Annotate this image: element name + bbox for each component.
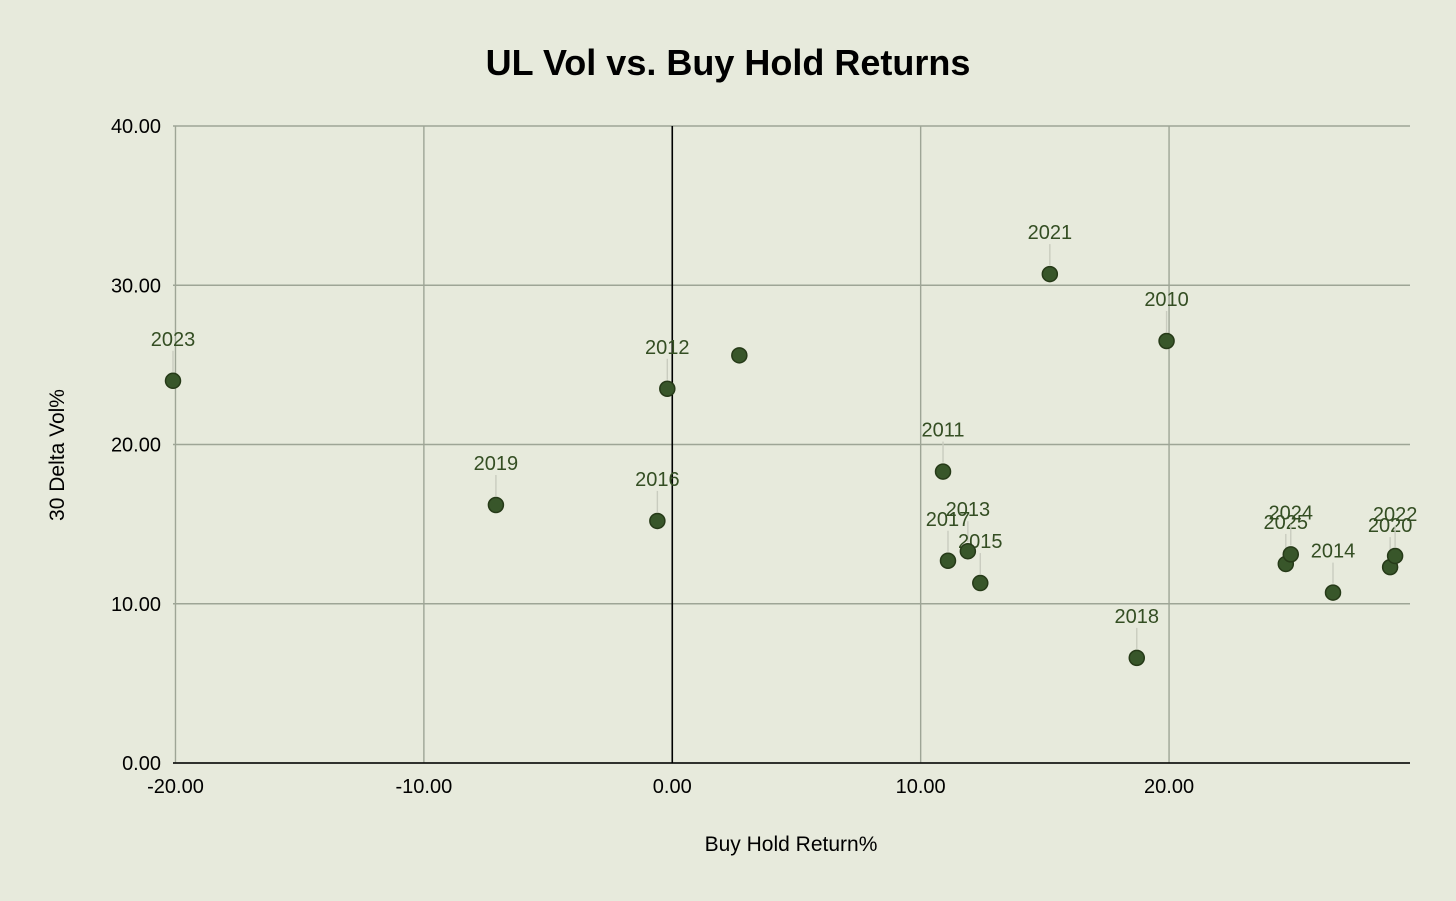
point-label-2019: 2019	[474, 453, 519, 475]
data-point-2015	[972, 574, 989, 592]
data-point-2023	[164, 372, 182, 390]
chart-title: UL Vol vs. Buy Hold Returns	[486, 42, 971, 83]
x-tick-label-2: 0.00	[653, 776, 692, 798]
point-label-2018: 2018	[1115, 606, 1160, 628]
data-point-2019	[487, 496, 505, 514]
y-tick-label-1: 10.00	[111, 594, 161, 616]
data-point-2018	[1128, 649, 1146, 667]
data-point-2016	[649, 512, 666, 530]
x-tick-label-4: 20.00	[1144, 776, 1194, 798]
point-label-2012: 2012	[645, 337, 690, 359]
data-point-2021	[1041, 265, 1059, 283]
point-label-2025: 2025	[1264, 512, 1309, 534]
point-layer	[164, 265, 1404, 667]
y-tick-label-2: 20.00	[111, 435, 161, 457]
point-label-2022: 2022	[1373, 504, 1418, 526]
grid-layer	[173, 125, 1410, 764]
x-tick-label-3: 10.00	[896, 776, 946, 798]
point-label-2013: 2013	[946, 499, 991, 521]
point-label-2014: 2014	[1311, 541, 1356, 563]
data-point-2011	[934, 463, 952, 480]
data-point-unlabeled-4	[731, 347, 748, 364]
data-point-2017	[939, 552, 957, 570]
x-tick-label-1: -10.00	[396, 776, 453, 798]
data-point-2024	[1282, 546, 1300, 563]
data-point-2012	[659, 380, 676, 398]
y-tick-label-0: 0.00	[122, 753, 161, 775]
point-label-layer: 2023201920162012201120172013201520212018…	[151, 222, 1418, 649]
x-tick-label-0: -20.00	[147, 776, 204, 798]
y-axis-title: 30 Delta Vol%	[46, 389, 69, 521]
y-tick-label-4: 40.00	[111, 116, 161, 138]
data-point-2022	[1386, 547, 1404, 565]
data-point-2010	[1158, 332, 1175, 350]
point-label-2011: 2011	[922, 420, 965, 442]
tick-layer: 0.00 10.00 20.00 30.00 40.00 -20.00 -10.00 0.00…	[111, 116, 1194, 798]
x-axis-title: Buy Hold Return%	[705, 833, 878, 856]
point-label-2010: 2010	[1144, 289, 1189, 311]
point-label-2016: 2016	[635, 469, 680, 491]
point-label-2020: 2020	[1368, 515, 1413, 537]
point-label-2021: 2021	[1028, 222, 1073, 244]
data-point-2013	[959, 542, 977, 560]
point-label-2024: 2024	[1269, 502, 1314, 524]
point-label-2023: 2023	[151, 329, 196, 351]
data-point-2014	[1324, 584, 1342, 601]
point-label-2017: 2017	[926, 509, 971, 531]
y-tick-label-3: 30.00	[111, 275, 161, 297]
